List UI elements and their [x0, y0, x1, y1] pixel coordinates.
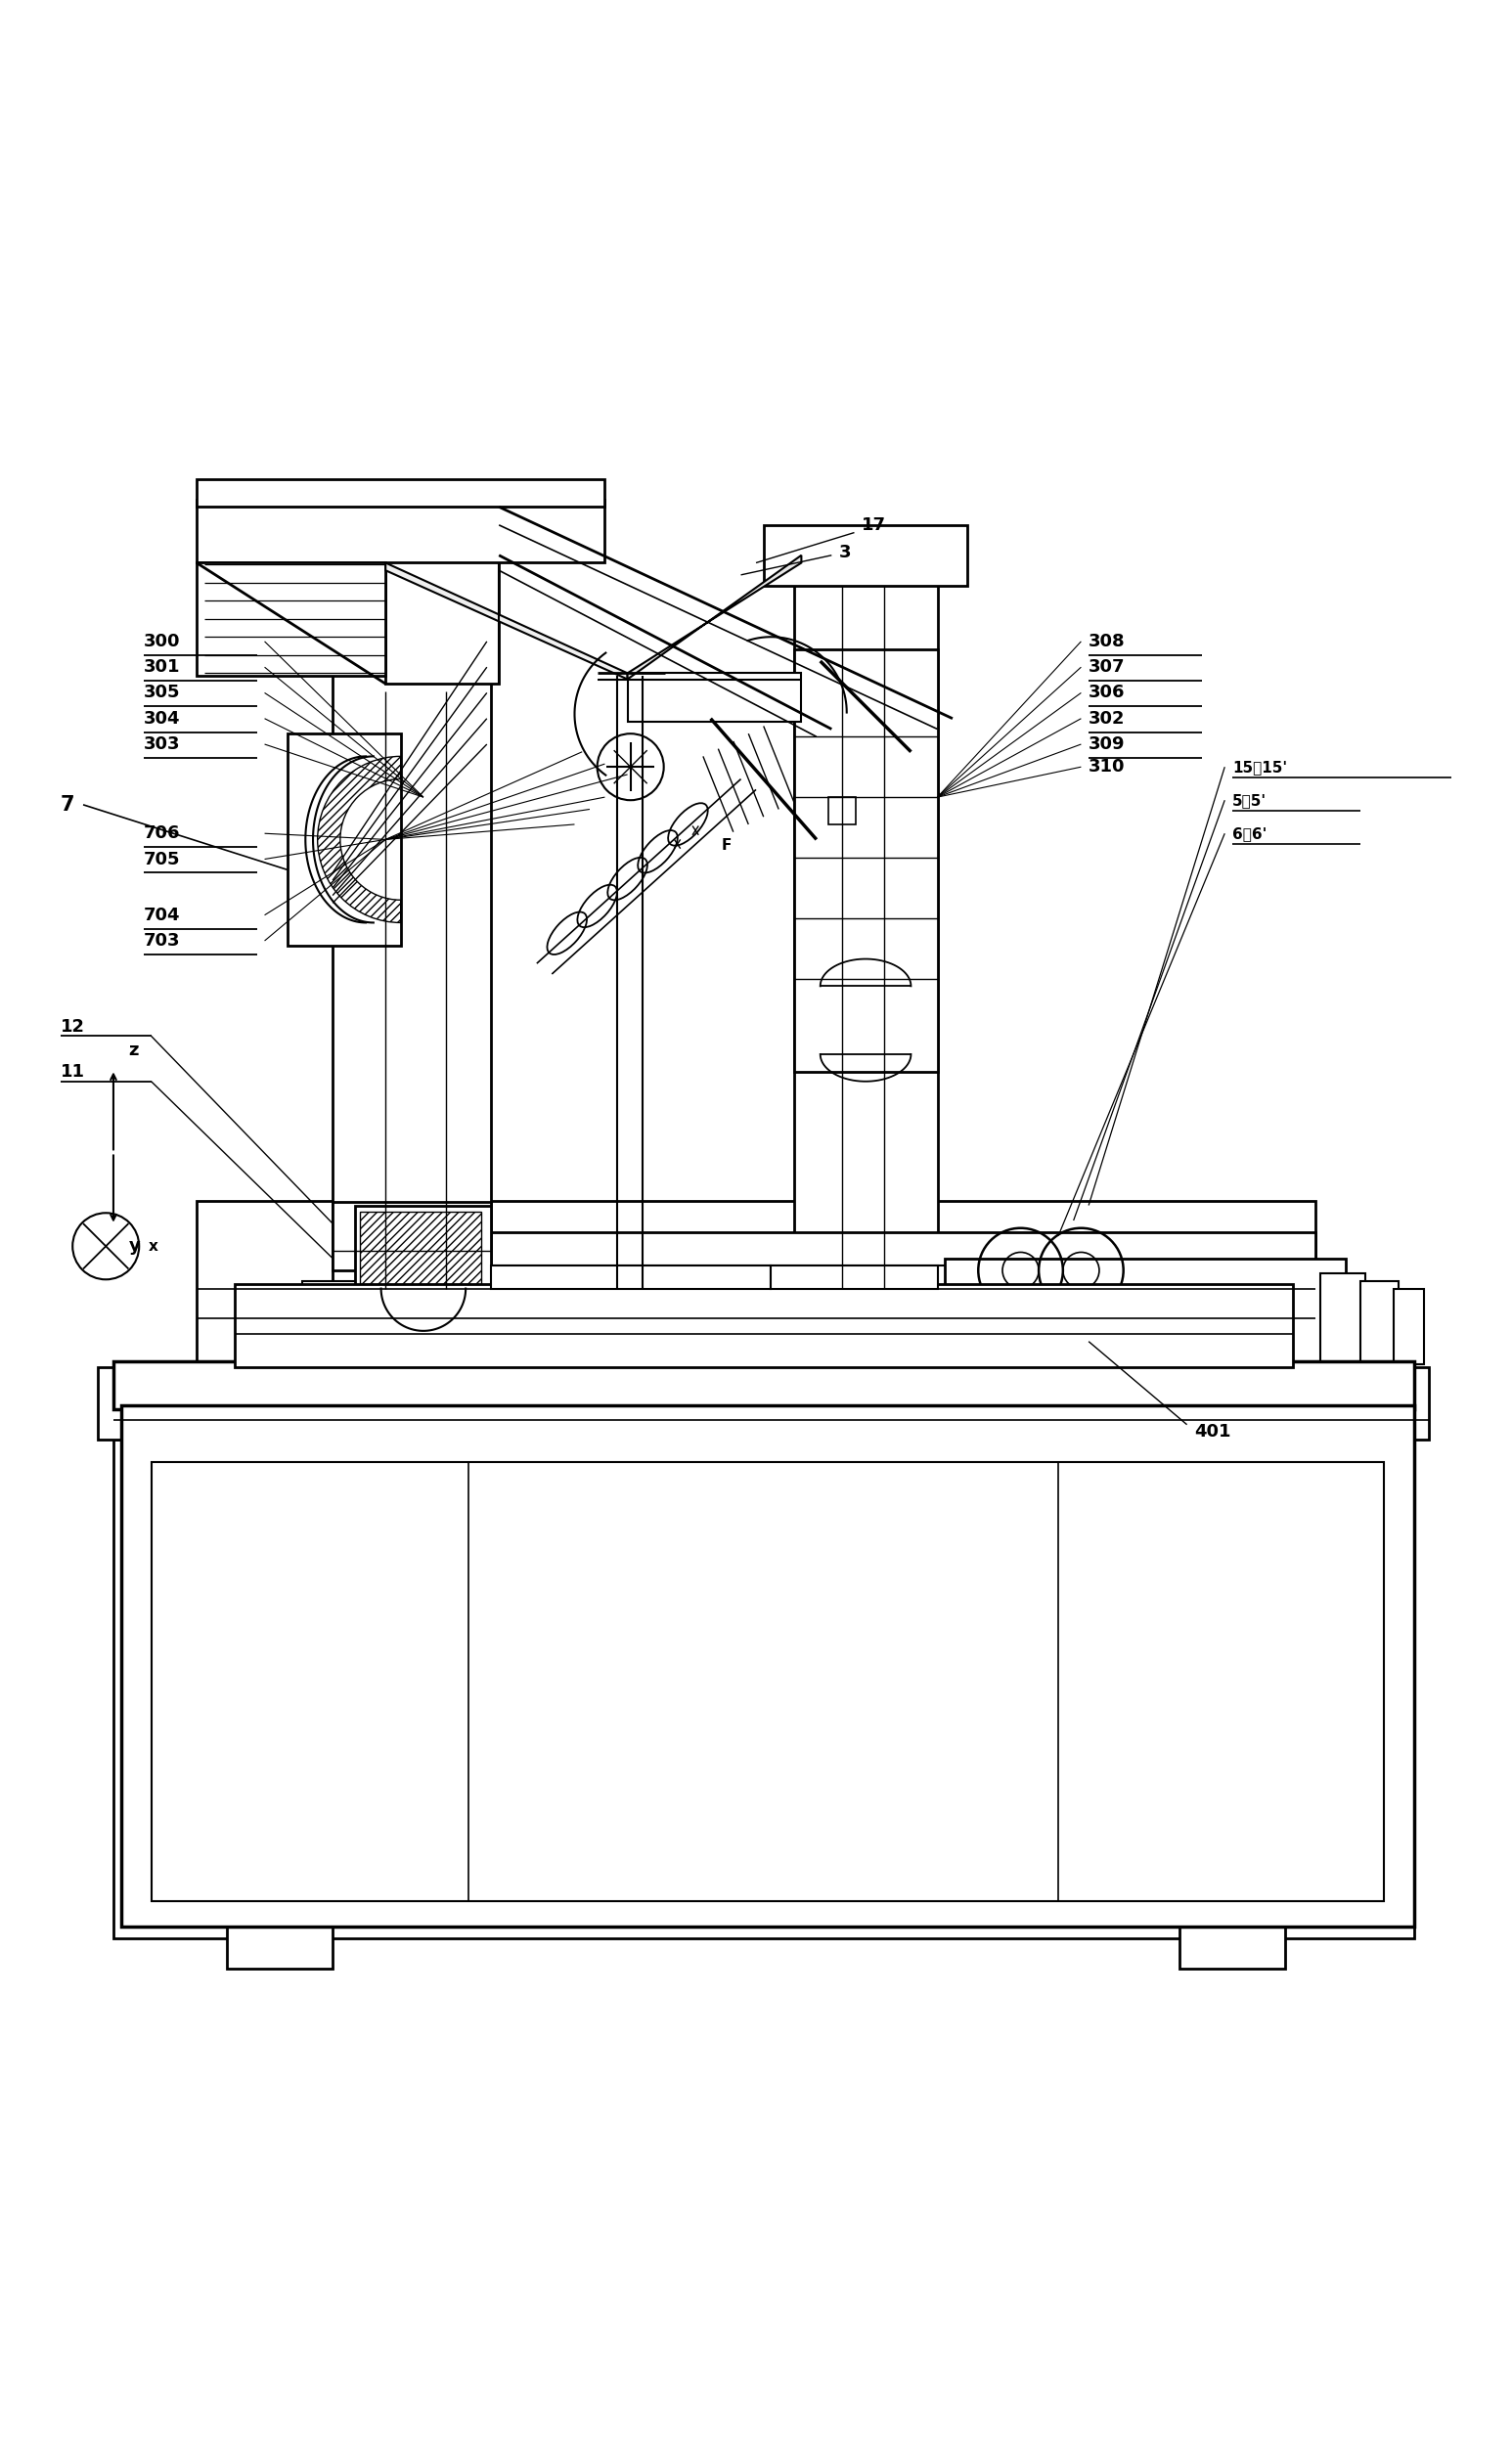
- Text: 705: 705: [144, 849, 180, 869]
- Bar: [360, 1211, 481, 1284]
- Text: 12: 12: [60, 1018, 85, 1035]
- Text: 303: 303: [144, 735, 180, 752]
- Bar: [386, 525, 499, 683]
- Bar: [612, 1477, 718, 1538]
- Bar: [491, 1267, 1315, 1289]
- Bar: [627, 1372, 703, 1484]
- Text: 11: 11: [60, 1064, 85, 1081]
- Text: x: x: [148, 1240, 157, 1255]
- Text: 17: 17: [862, 515, 886, 535]
- Bar: [197, 500, 605, 564]
- Bar: [234, 1284, 1293, 1367]
- Text: z: z: [129, 1042, 139, 1059]
- Bar: [1394, 1289, 1424, 1365]
- Polygon shape: [627, 554, 801, 679]
- Bar: [627, 674, 801, 723]
- Bar: [333, 571, 491, 1289]
- Bar: [197, 478, 605, 508]
- Bar: [771, 1267, 937, 1289]
- Text: 309: 309: [1089, 735, 1125, 752]
- Text: 3: 3: [839, 544, 851, 561]
- Bar: [945, 1257, 1346, 1379]
- Bar: [794, 649, 937, 1072]
- Bar: [1361, 1282, 1399, 1372]
- Bar: [764, 525, 968, 586]
- Bar: [197, 564, 386, 676]
- Bar: [491, 1267, 771, 1289]
- Text: 703: 703: [144, 932, 180, 950]
- Text: 301: 301: [144, 659, 180, 676]
- Bar: [151, 1462, 1383, 1902]
- Text: 306: 306: [1089, 683, 1125, 701]
- Bar: [197, 1201, 1315, 1367]
- Bar: [333, 1203, 491, 1269]
- Bar: [98, 1367, 1429, 1440]
- Bar: [113, 1362, 1414, 1408]
- Text: 706: 706: [144, 825, 180, 842]
- Bar: [227, 1926, 333, 1970]
- Bar: [597, 1282, 809, 1379]
- Text: 401: 401: [1194, 1423, 1231, 1440]
- Bar: [121, 1406, 1414, 1926]
- Bar: [287, 735, 401, 945]
- Text: 302: 302: [1089, 710, 1125, 727]
- Text: 308: 308: [1089, 632, 1125, 649]
- Text: 6或6': 6或6': [1232, 825, 1267, 840]
- Bar: [113, 1440, 1414, 1938]
- Text: y: y: [129, 1238, 141, 1255]
- Polygon shape: [386, 564, 627, 679]
- Text: F: F: [721, 837, 732, 852]
- Text: 704: 704: [144, 906, 180, 923]
- Text: 307: 307: [1089, 659, 1125, 676]
- Text: 304: 304: [144, 710, 180, 727]
- Text: 15或15': 15或15': [1232, 759, 1287, 774]
- Bar: [491, 1233, 1315, 1269]
- Bar: [829, 798, 856, 825]
- Bar: [794, 547, 937, 1289]
- Text: 5或5': 5或5': [1232, 793, 1267, 808]
- Bar: [151, 1469, 1376, 1909]
- Bar: [355, 1206, 491, 1289]
- Bar: [1179, 1926, 1285, 1970]
- Text: 300: 300: [144, 632, 180, 649]
- Bar: [302, 1282, 522, 1318]
- Text: 7: 7: [60, 796, 74, 815]
- Text: 310: 310: [1089, 759, 1125, 776]
- Text: 305: 305: [144, 683, 180, 701]
- Bar: [1320, 1274, 1365, 1379]
